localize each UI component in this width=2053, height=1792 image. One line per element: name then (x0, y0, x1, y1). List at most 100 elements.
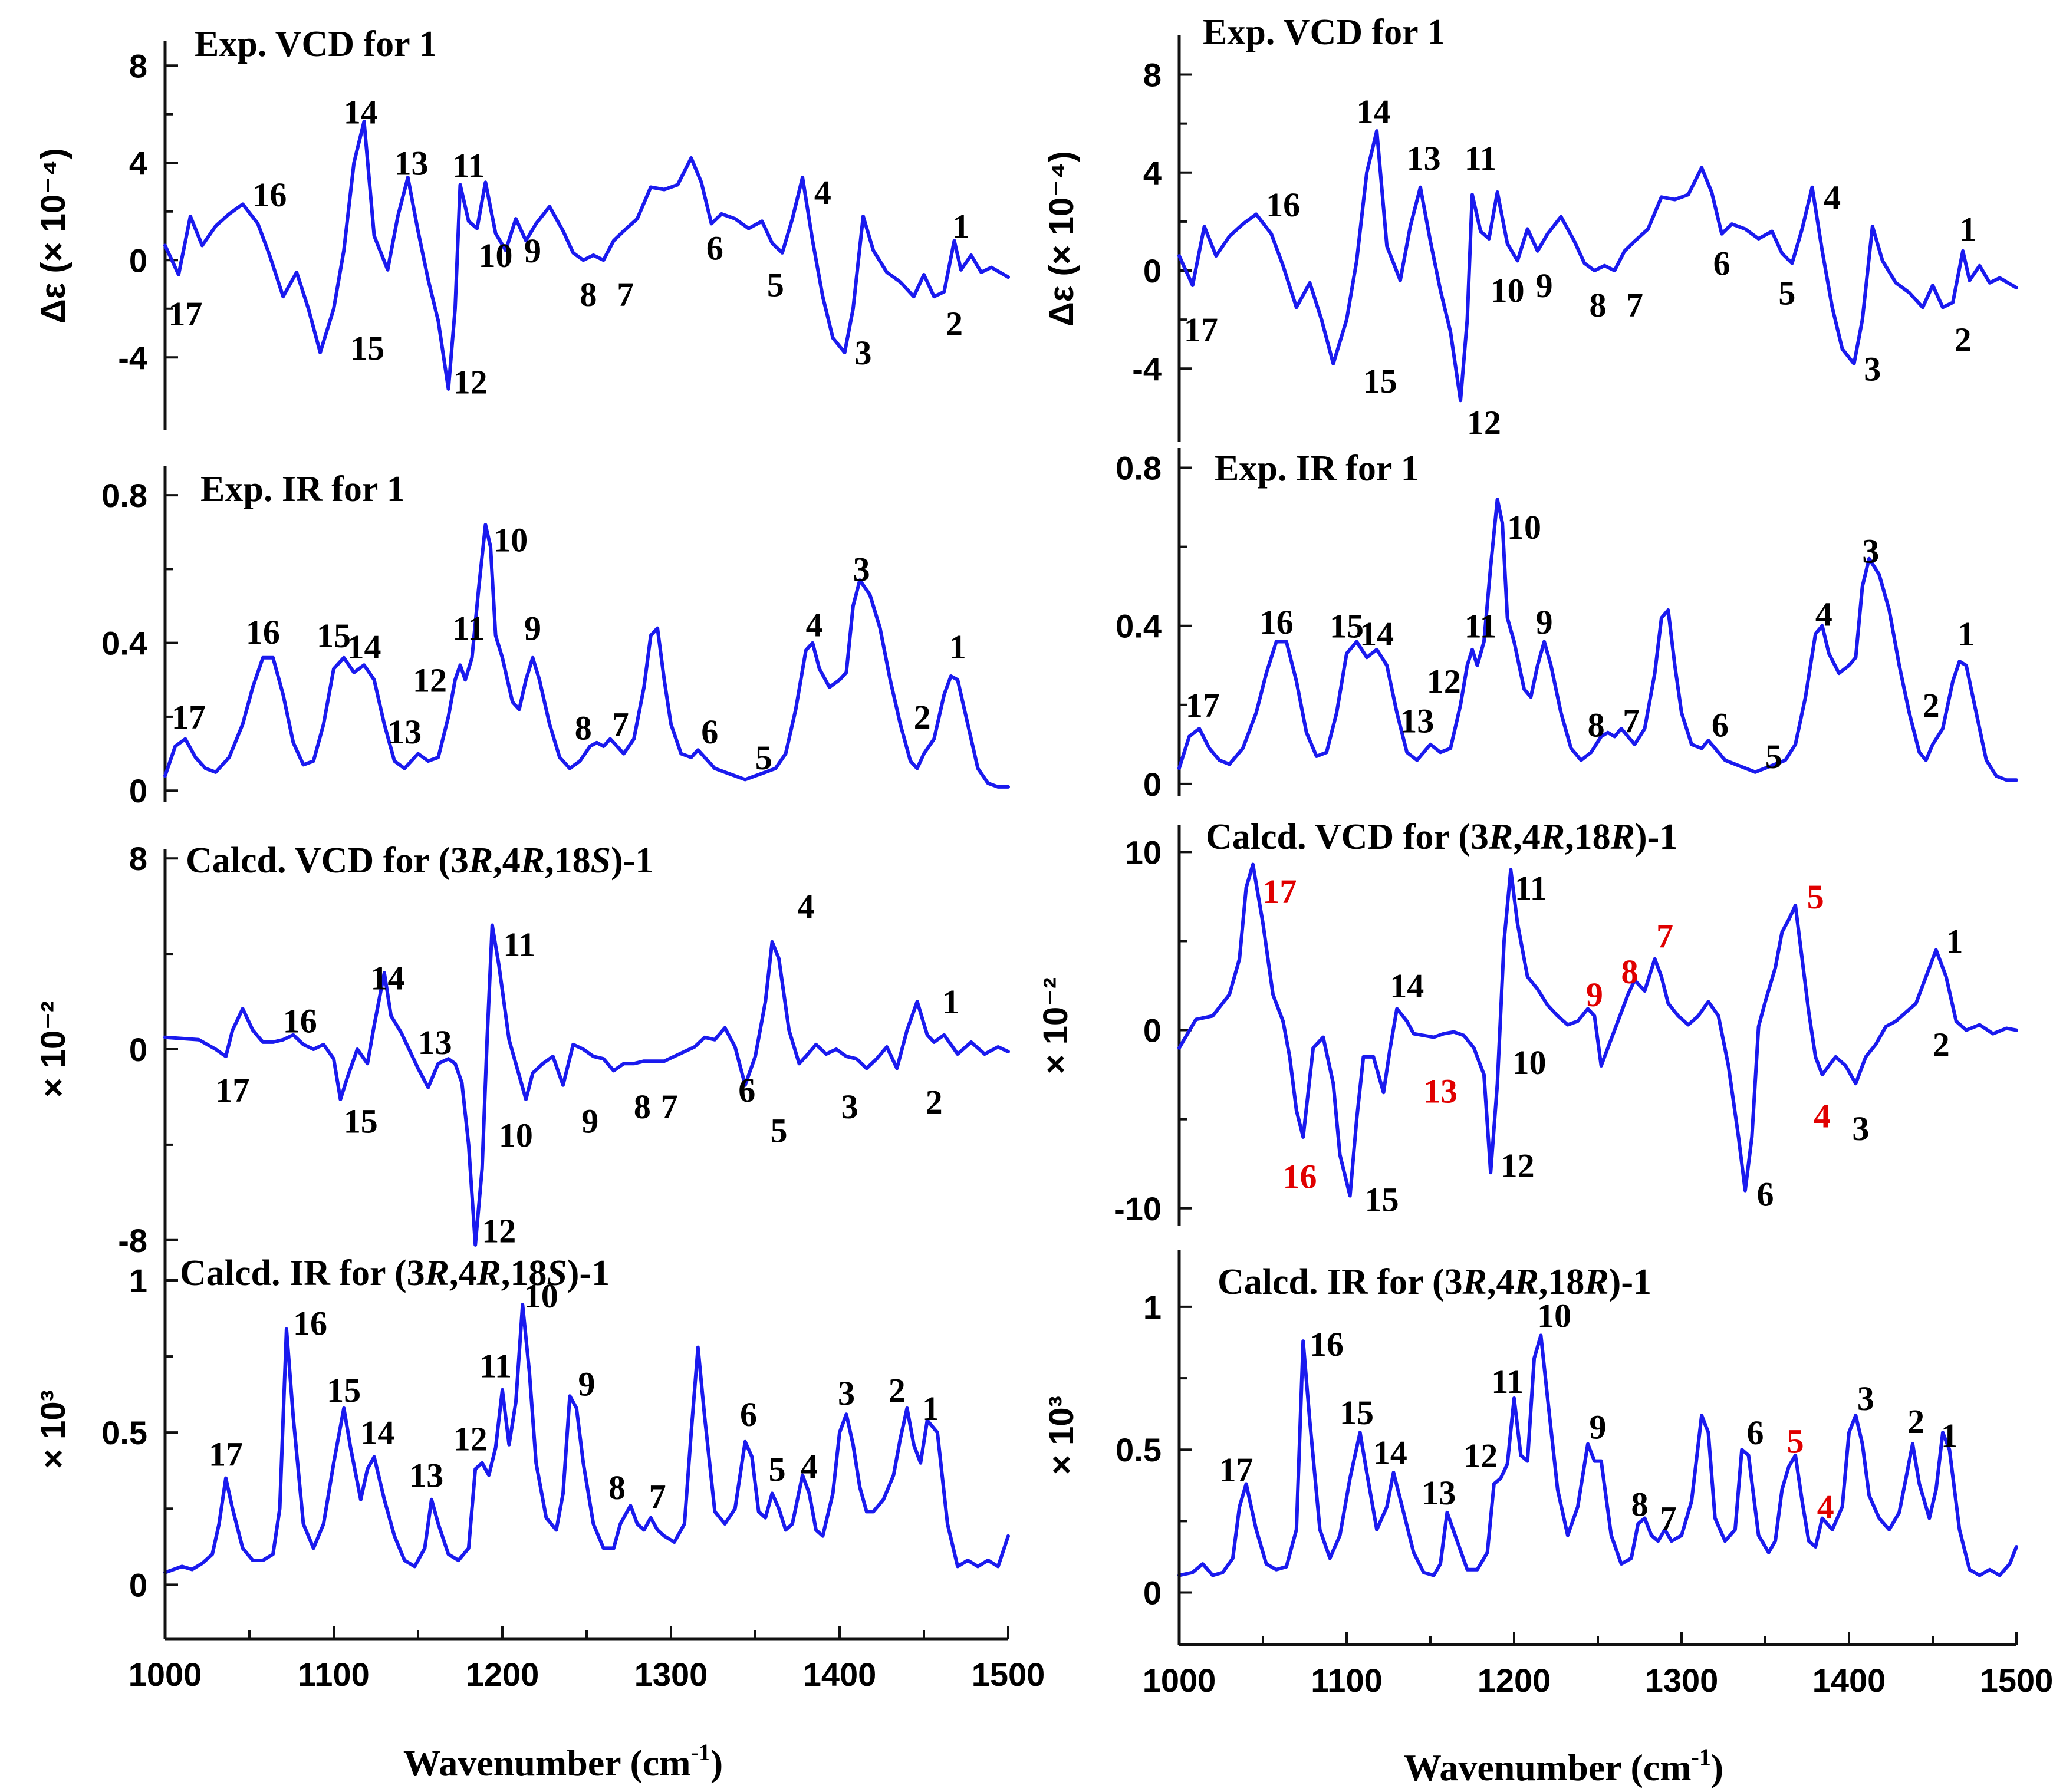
peak-label-calc-ir-right-2: 2 (1907, 1402, 1924, 1441)
panel-title-calc-vcd-left: Calcd. VCD for (3R,4R,18S)-1 (186, 841, 653, 881)
peak-label-exp-vcd-right-13: 13 (1407, 139, 1441, 177)
panel-title-part-calc-ir-left-6: )-1 (567, 1253, 610, 1293)
peak-label-calc-vcd-left-6: 6 (738, 1071, 755, 1109)
peak-label-calc-ir-left-8: 8 (608, 1468, 626, 1507)
panel-title-part-calc-ir-right-2: ,4 (1487, 1262, 1515, 1302)
peak-label-exp-vcd-left-9: 9 (524, 232, 541, 270)
peak-label-exp-ir-left-8: 8 (575, 709, 592, 747)
panel-title-part-calc-vcd-left-0: Calcd. VCD for (3 (186, 841, 469, 881)
peak-label-calc-vcd-left-3: 3 (841, 1088, 858, 1126)
xaxis-label-right-end: ) (1711, 1747, 1723, 1788)
panel-title-part-calc-ir-right-5: R (1584, 1262, 1608, 1302)
peak-label-calc-vcd-left-5: 5 (771, 1112, 788, 1150)
y-tick-label-calc-vcd-right-2: 10 (1125, 834, 1162, 871)
peak-label-calc-ir-right-17: 17 (1219, 1451, 1253, 1489)
panel-title-part-calc-vcd-right-2: ,4 (1513, 817, 1541, 857)
peak-label-calc-vcd-right-7: 7 (1656, 917, 1673, 955)
peak-label-calc-vcd-right-14: 14 (1390, 967, 1424, 1005)
xaxis-label-left-sup: -1 (691, 1739, 710, 1765)
x-tick-label-calc-ir-right-1: 1100 (1311, 1662, 1383, 1699)
x-tick-label-calc-ir-left-4: 1400 (803, 1656, 877, 1693)
peak-label-exp-vcd-right-3: 3 (1864, 350, 1881, 388)
panel-title-exp-ir-left: Exp. IR for 1 (200, 469, 405, 509)
panel-title-part-calc-vcd-left-4: ,18 (545, 841, 591, 881)
panel-title-part-calc-ir-left-4: ,18 (501, 1253, 547, 1293)
spectrum-line-calc-ir-left (163, 1303, 1010, 1574)
peak-label-exp-vcd-right-5: 5 (1778, 274, 1795, 312)
panel-title-part-calc-ir-right-6: )-1 (1609, 1262, 1651, 1302)
peak-label-exp-ir-left-17: 17 (172, 698, 206, 736)
y-tick-label-calc-ir-right-2: 1 (1143, 1289, 1162, 1326)
xaxis-label-right-main: Wavenumber (cm (1404, 1747, 1692, 1788)
panel-title-part-calc-ir-right-3: R (1514, 1262, 1538, 1302)
y-tick-label-calc-vcd-left-2: 8 (129, 840, 147, 877)
xaxis-label-left: Wavenumber (cm-1) (403, 1739, 723, 1784)
spectrum-line-calc-vcd-left (163, 923, 1010, 1247)
peak-label-exp-vcd-right-4: 4 (1824, 178, 1841, 216)
peak-label-calc-vcd-left-8: 8 (634, 1088, 651, 1126)
x-tick-label-calc-ir-right-5: 1500 (1980, 1662, 2053, 1699)
x-tick-label-calc-ir-left-2: 1200 (466, 1656, 539, 1693)
peak-label-calc-ir-right-5: 5 (1787, 1422, 1804, 1461)
peak-label-calc-ir-left-16: 16 (293, 1304, 327, 1342)
peak-label-calc-vcd-left-12: 12 (482, 1212, 516, 1250)
y-tick-label-exp-vcd-left-3: 8 (129, 47, 147, 84)
panel-title-exp-ir-right: Exp. IR for 1 (1215, 449, 1419, 489)
peak-label-exp-ir-left-3: 3 (853, 550, 870, 588)
panel-title-part-calc-ir-right-0: Calcd. IR for (3 (1218, 1262, 1463, 1302)
peak-label-exp-ir-left-4: 4 (806, 605, 823, 644)
peak-label-exp-ir-right-2: 2 (1923, 686, 1940, 724)
peak-label-calc-ir-right-14: 14 (1373, 1434, 1407, 1472)
y-tick-label-exp-vcd-right-0: -4 (1132, 350, 1162, 387)
y-axis-label-calc-ir-left: × 10³ (34, 1390, 73, 1469)
spectrum-line-exp-ir-right (1177, 498, 2018, 782)
peak-label-exp-vcd-left-17: 17 (168, 295, 202, 333)
peak-label-exp-vcd-right-8: 8 (1590, 286, 1607, 324)
peak-label-exp-vcd-right-14: 14 (1356, 93, 1390, 131)
peak-label-calc-ir-right-8: 8 (1631, 1485, 1649, 1523)
peak-label-exp-ir-right-16: 16 (1259, 603, 1294, 641)
peak-label-exp-vcd-right-17: 17 (1184, 311, 1218, 349)
peak-label-calc-ir-right-6: 6 (1746, 1414, 1764, 1452)
peak-label-exp-vcd-right-15: 15 (1363, 362, 1397, 400)
peak-label-calc-ir-right-3: 3 (1857, 1379, 1874, 1418)
peak-label-calc-ir-left-6: 6 (740, 1395, 757, 1434)
peak-label-exp-vcd-right-16: 16 (1266, 186, 1300, 224)
peak-label-exp-vcd-left-7: 7 (617, 275, 634, 314)
peak-label-calc-vcd-right-5: 5 (1807, 878, 1824, 916)
panel-title-exp-vcd-left: Exp. VCD for 1 (195, 24, 437, 64)
y-tick-label-calc-vcd-left-0: -8 (118, 1222, 147, 1259)
peak-label-exp-ir-left-12: 12 (413, 661, 447, 699)
y-tick-label-exp-ir-right-0: 0 (1143, 766, 1162, 803)
peak-label-exp-vcd-left-4: 4 (814, 173, 831, 212)
peak-label-calc-ir-left-12: 12 (453, 1419, 488, 1458)
peak-label-calc-ir-left-15: 15 (327, 1371, 361, 1409)
peak-label-calc-vcd-right-15: 15 (1365, 1181, 1399, 1219)
peak-label-exp-vcd-right-7: 7 (1626, 286, 1643, 324)
peak-label-calc-ir-right-11: 11 (1491, 1362, 1524, 1401)
peak-label-calc-vcd-right-12: 12 (1501, 1147, 1535, 1185)
peak-label-calc-ir-right-1: 1 (1941, 1417, 1958, 1455)
peak-label-calc-ir-right-15: 15 (1340, 1394, 1374, 1432)
y-tick-label-calc-ir-left-0: 0 (129, 1566, 147, 1603)
panel-title-part-calc-ir-right-1: R (1462, 1262, 1487, 1302)
peak-label-exp-ir-left-13: 13 (387, 713, 422, 751)
peak-label-exp-vcd-left-13: 13 (394, 144, 429, 182)
spectrum-line-exp-ir-left (163, 523, 1010, 789)
y-tick-label-exp-vcd-left-1: 0 (129, 242, 147, 279)
y-tick-label-exp-ir-left-0: 0 (129, 772, 147, 809)
peak-label-calc-vcd-right-9: 9 (1586, 976, 1603, 1014)
spectrum-line-calc-vcd-right (1177, 862, 2018, 1198)
peak-label-calc-vcd-left-10: 10 (499, 1116, 533, 1155)
panel-title-part-calc-vcd-left-6: )-1 (611, 841, 653, 881)
peak-label-calc-vcd-right-16: 16 (1282, 1157, 1317, 1195)
peak-label-exp-vcd-left-6: 6 (706, 229, 723, 268)
peak-label-exp-vcd-left-12: 12 (453, 363, 488, 401)
spectrum-line-exp-vcd-left (163, 120, 1010, 391)
peak-label-calc-vcd-right-4: 4 (1814, 1097, 1831, 1135)
panel-title-calc-ir-right: Calcd. IR for (3R,4R,18R)-1 (1218, 1262, 1651, 1302)
